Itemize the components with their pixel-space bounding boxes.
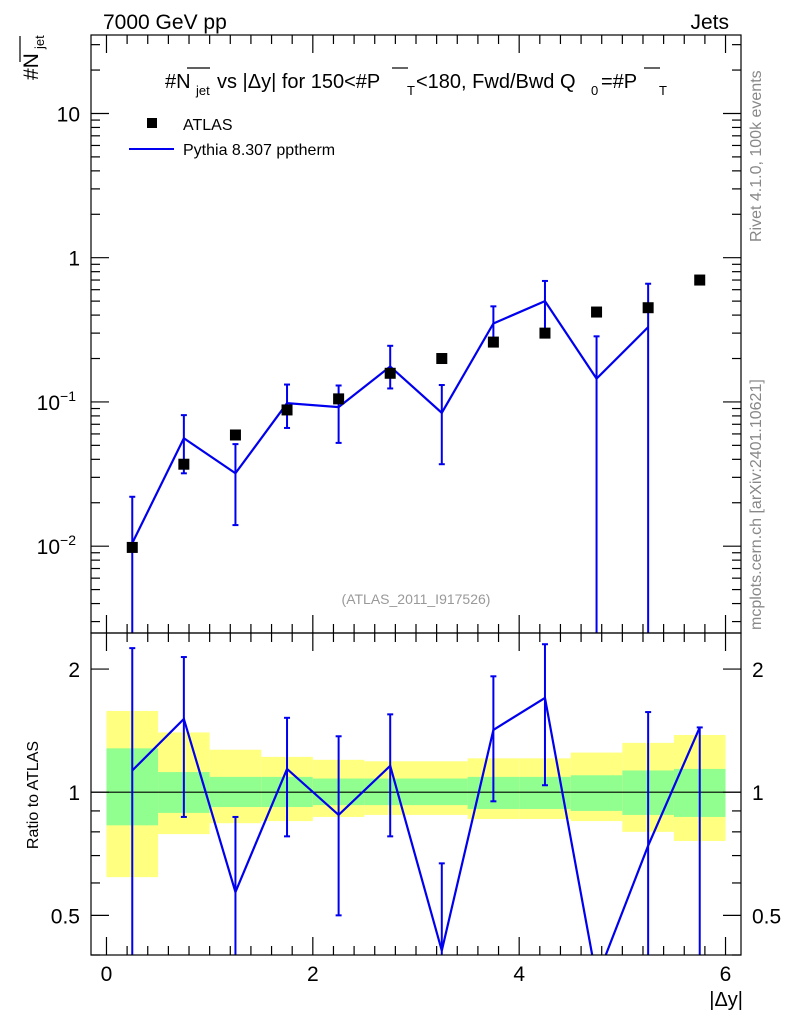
xlabel: |Δy| bbox=[709, 989, 743, 1011]
atlas-data-point bbox=[178, 458, 190, 470]
svg-text:0: 0 bbox=[591, 83, 598, 98]
svg-text:T: T bbox=[407, 83, 415, 98]
ratio-ylabel: Ratio to ATLAS bbox=[25, 741, 42, 849]
legend-pythia-label: Pythia 8.307 pptherm bbox=[183, 142, 335, 159]
ratio-ytick-label-right: 0.5 bbox=[752, 905, 781, 928]
legend-atlas-marker bbox=[147, 118, 157, 128]
atlas-data-point bbox=[487, 336, 499, 348]
atlas-data-point bbox=[229, 429, 241, 441]
main-panel bbox=[126, 274, 706, 633]
ratio-ytick-label-right: 1 bbox=[752, 782, 764, 805]
main-ytick-label: 1 bbox=[68, 248, 80, 271]
ratio-xtick-label: 2 bbox=[307, 963, 319, 986]
svg-text:=#P: =#P bbox=[601, 71, 637, 93]
main-ytick-label: 10−2 bbox=[37, 532, 77, 559]
svg-text:jet: jet bbox=[32, 35, 47, 50]
main-ylabel: #N jet bbox=[19, 35, 47, 80]
svg-text:<180, Fwd/Bwd Q: <180, Fwd/Bwd Q bbox=[416, 71, 576, 93]
main-ytick-label: 10 bbox=[57, 103, 80, 126]
band-green-bin bbox=[570, 775, 623, 811]
legend-atlas-label: ATLAS bbox=[183, 117, 233, 134]
legend: ATLAS Pythia 8.307 pptherm bbox=[129, 117, 335, 159]
ratio-ytick-label: 2 bbox=[68, 659, 80, 682]
chart-title: #N jet vs |Δy| for 150<#P T <180, Fwd/Bw… bbox=[165, 67, 667, 98]
atlas-data-point bbox=[591, 306, 603, 318]
ratio-xtick-label: 6 bbox=[720, 963, 732, 986]
atlas-data-point bbox=[281, 404, 293, 416]
svg-text:#N: #N bbox=[165, 71, 191, 93]
energy-label: 7000 GeV pp bbox=[103, 11, 227, 34]
svg-text:jet: jet bbox=[195, 83, 210, 98]
atlas-data-point bbox=[126, 541, 138, 553]
main-ytick-label: 10−1 bbox=[37, 388, 77, 415]
ratio-panel-axes: 0.5 0.5 1 1 2 2 0 2 4 6 bbox=[51, 632, 781, 986]
atlas-data-point bbox=[333, 393, 345, 405]
atlas-data-point bbox=[642, 302, 654, 314]
ratio-ytick-label: 0.5 bbox=[51, 905, 80, 928]
svg-text:#N: #N bbox=[20, 53, 43, 80]
pythia-series-line bbox=[131, 299, 649, 544]
atlas-data-point bbox=[384, 367, 396, 379]
mcplots-label: mcplots.cern.ch [arXiv:2401.10621] bbox=[748, 379, 765, 630]
rivet-version-label: Rivet 4.1.0, 100k events bbox=[748, 70, 765, 242]
ratio-series-line bbox=[131, 696, 701, 955]
ratio-xtick-label: 4 bbox=[513, 963, 525, 986]
svg-text:vs |Δy| for 150<#P: vs |Δy| for 150<#P bbox=[217, 71, 380, 93]
atlas-data-point bbox=[694, 274, 706, 286]
ratio-panel bbox=[129, 643, 703, 955]
category-label: Jets bbox=[690, 11, 729, 34]
ratio-ytick-label: 1 bbox=[68, 782, 80, 805]
svg-text:T: T bbox=[659, 83, 667, 98]
ratio-xtick-label: 0 bbox=[101, 963, 113, 986]
atlas-data-point bbox=[436, 353, 448, 365]
ratio-ytick-label-right: 2 bbox=[752, 659, 764, 682]
analysis-watermark: (ATLAS_2011_I917526) bbox=[342, 591, 491, 607]
atlas-data-point bbox=[539, 327, 551, 339]
